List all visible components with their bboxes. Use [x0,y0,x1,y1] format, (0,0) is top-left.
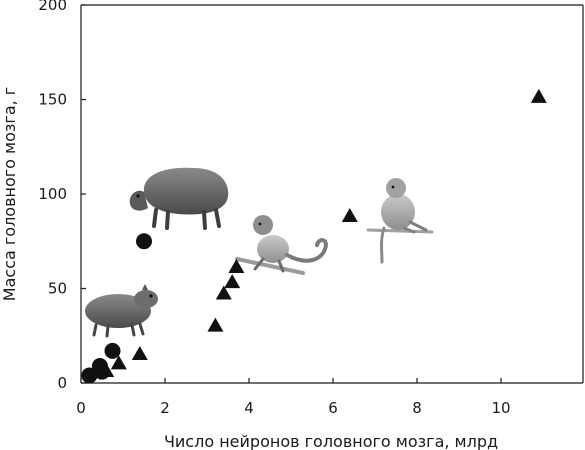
x-tick-label: 6 [328,399,338,417]
triangle-data-point [224,274,241,289]
monkey-icon [235,215,328,275]
y-tick-label: 200 [38,0,67,14]
x-tick-label: 8 [412,399,422,417]
triangle-data-point [341,208,358,222]
triangle-data-point [98,362,115,377]
y-tick-label: 0 [57,374,67,392]
circle-data-point [136,233,152,250]
circle-data-point [104,342,121,359]
y-axis-title: Масса головного мозга, г [0,87,19,301]
marks-layer [81,88,547,384]
circle-data-point [81,367,98,384]
x-tick-label: 4 [244,399,254,417]
x-tick-label: 0 [76,399,86,417]
agouti-icon [85,284,158,338]
triangle-data-point [110,355,127,370]
x-axis-title: Число нейронов головного мозга, млрд [164,432,498,450]
y-tick-label: 100 [38,185,67,203]
triangle-data-point [207,317,224,332]
triangle-data-point [215,285,232,300]
triangle-data-point [530,88,547,103]
macaque-icon [366,178,434,264]
illustrations-layer [85,167,434,338]
triangle-data-point [131,345,148,360]
y-tick-label: 150 [38,91,67,109]
x-tick-label: 2 [160,399,170,417]
capybara-icon [129,167,229,230]
x-tick-label: 10 [491,399,510,417]
y-tick-label: 50 [48,280,67,298]
triangle-data-point [228,259,245,274]
